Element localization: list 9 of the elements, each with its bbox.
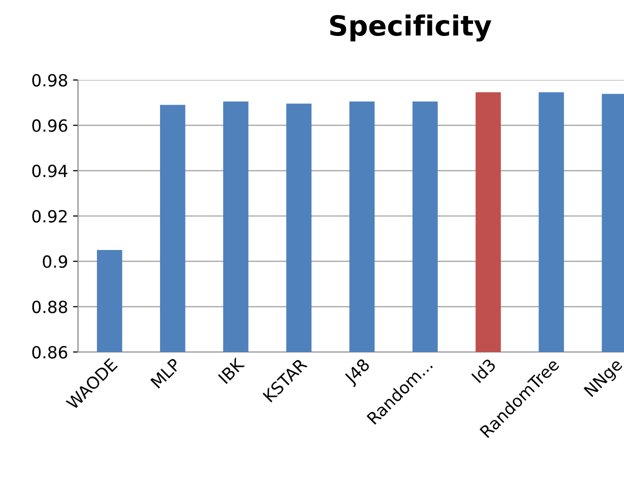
y-tick-label: 0.86 (32, 346, 68, 359)
y-tick-label: 0.88 (32, 300, 68, 314)
y-tick-label: 0.96 (32, 119, 68, 132)
y-tick-label: 0.9 (42, 255, 68, 268)
y-tick-label: 0.98 (32, 74, 68, 87)
y-tick-label: 0.94 (32, 164, 68, 178)
x-tick-label: IBK (218, 356, 245, 384)
chart-title: Specificity (330, 14, 492, 42)
y-tick-label: 0.92 (32, 210, 67, 223)
